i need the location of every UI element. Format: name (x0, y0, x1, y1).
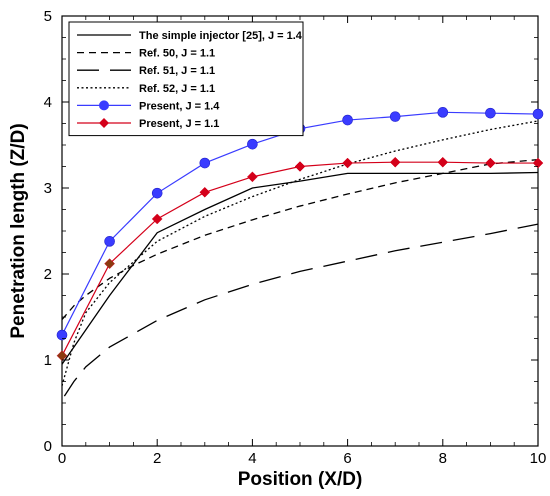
legend-label: Ref. 52, J = 1.1 (139, 83, 215, 95)
legend: The simple injector [25], J = 1.4 Ref. 50… (68, 21, 304, 137)
y-tick-label: 4 (44, 94, 52, 111)
y-tick-label: 0 (44, 438, 52, 455)
data-point (389, 156, 401, 168)
legend-entry: Ref. 50, J = 1.1 (77, 48, 215, 60)
legend-box (68, 21, 304, 137)
legend-label: Ref. 50, J = 1.1 (139, 48, 215, 60)
data-point (485, 107, 496, 119)
series-6 (56, 156, 544, 362)
data-point (199, 186, 211, 198)
data-point (56, 350, 68, 362)
data-point (151, 187, 163, 199)
data-point (247, 171, 258, 183)
data-point (437, 156, 449, 168)
x-axis-title: Position (X/D) (238, 469, 363, 490)
y-tick-label: 1 (44, 352, 52, 369)
x-tick-label: 4 (248, 450, 256, 467)
series-1 (61, 171, 539, 365)
series-3 (63, 223, 539, 397)
data-point (532, 108, 544, 120)
data-point (389, 111, 401, 122)
legend-label: The simple injector [25], J = 1.4 (139, 30, 303, 42)
legend-label: Present, J = 1.4 (139, 100, 220, 112)
legend-label: Ref. 51, J = 1.1 (139, 65, 215, 77)
data-point (342, 114, 353, 126)
series-2 (61, 158, 539, 321)
x-tick-label: 0 (58, 450, 66, 467)
series-line (61, 158, 539, 321)
data-point (151, 213, 163, 225)
data-point (437, 107, 449, 118)
legend-entry: Ref. 51, J = 1.1 (77, 65, 215, 77)
data-point (104, 236, 115, 247)
data-point (56, 329, 68, 341)
y-tick-label: 2 (44, 266, 52, 283)
legend-entry: Present, J = 1.1 (77, 118, 219, 130)
x-tick-label: 2 (153, 450, 161, 467)
y-tick-label: 5 (44, 8, 52, 25)
legend-entry: Ref. 52, J = 1.1 (77, 83, 215, 95)
data-point (247, 138, 258, 150)
series-line (61, 120, 539, 386)
data-point (532, 157, 544, 169)
legend-entry: The simple injector [25], J = 1.4 (77, 30, 303, 42)
x-tick-label: 10 (530, 450, 547, 467)
series-4 (61, 120, 539, 386)
series-line (63, 223, 539, 397)
y-axis-title: Penetration length (Z/D) (8, 123, 29, 338)
data-point (199, 157, 211, 169)
series-line (61, 171, 539, 365)
legend-entry: Present, J = 1.4 (77, 100, 220, 112)
y-tick-label: 3 (44, 180, 52, 197)
legend-swatch-marker (99, 118, 109, 128)
data-point (104, 258, 115, 270)
data-point (485, 157, 496, 169)
x-tick-label: 8 (439, 450, 447, 467)
data-point (342, 157, 353, 169)
x-tick-label: 6 (343, 450, 351, 467)
data-point (294, 161, 306, 172)
legend-label: Present, J = 1.1 (139, 118, 219, 130)
axes-layer: 0 2 4 6 8 10 0 1 2 3 4 5 (44, 8, 547, 467)
legend-swatch-marker (99, 100, 109, 111)
